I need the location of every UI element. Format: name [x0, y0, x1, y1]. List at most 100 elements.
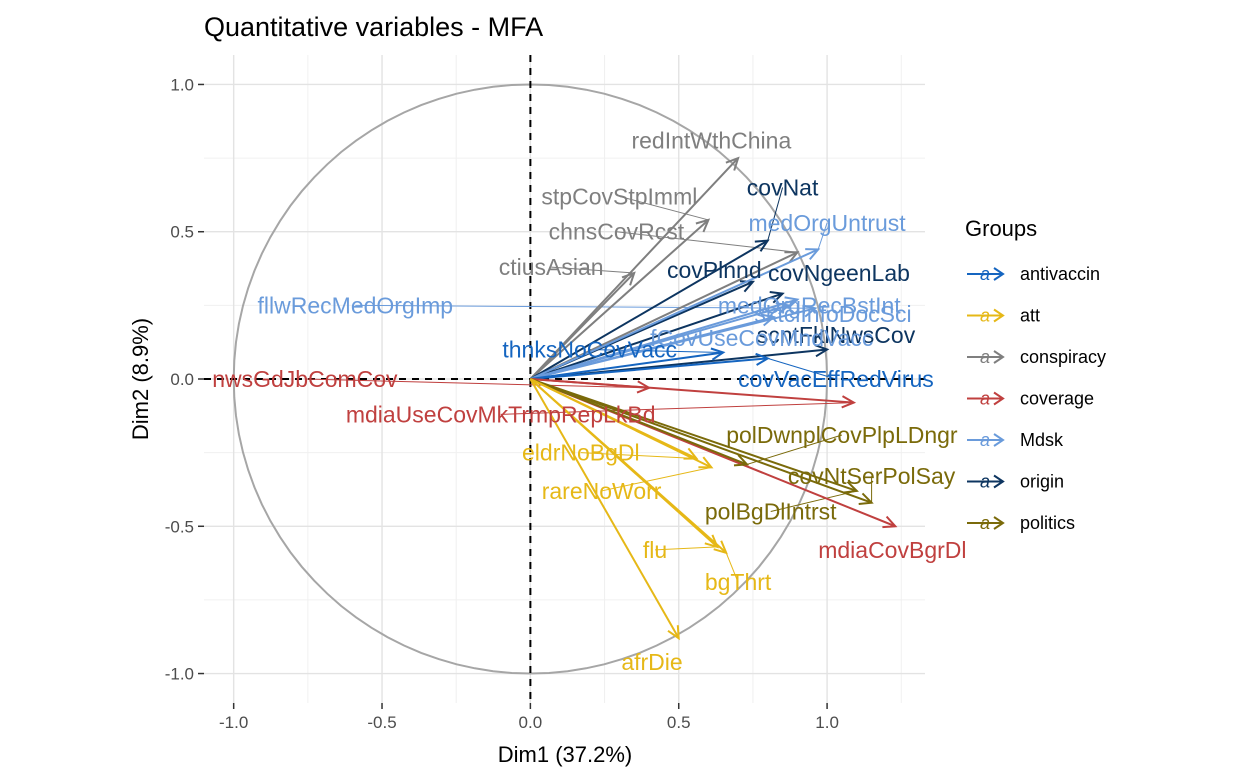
legend-label: politics	[1020, 513, 1075, 533]
variable-label-mdiaCovBgrDl: mdiaCovBgrDl	[818, 537, 966, 563]
x-axis-title: Dim1 (37.2%)	[498, 742, 632, 767]
legend-label: conspiracy	[1020, 347, 1106, 367]
legend-label: att	[1020, 306, 1040, 326]
y-tick-label: -0.5	[165, 517, 194, 536]
variable-label-covNat: covNat	[747, 175, 819, 201]
variable-label-eldrNoBgDl: eldrNoBgDl	[522, 440, 640, 466]
legend-item-conspiracy: a conspiracy	[967, 347, 1106, 367]
label-connector	[580, 452, 697, 460]
label-connector	[767, 357, 837, 380]
arrow-covVacEffRedVirus	[530, 352, 770, 380]
legend-key-arrowhead	[993, 391, 1005, 406]
legend-key-glyph: a	[980, 513, 990, 533]
variable-label-covPlnnd: covPlnnd	[667, 257, 762, 283]
legend-key-glyph: a	[980, 389, 990, 409]
variable-label-fllwRecMedOrgImp: fllwRecMedOrgImp	[258, 292, 454, 318]
label-connector	[767, 187, 784, 241]
variable-label-mdiaUseCovMkTrmpRepLkBd: mdiaUseCovMkTrmpRepLkBd	[346, 401, 656, 427]
label-connector	[654, 546, 718, 551]
arrow-bgThrt	[529, 378, 728, 555]
variable-label-thnksNoCovVacc: thnksNoCovVacc	[502, 337, 677, 363]
arrow-covNtSerPolSay	[530, 378, 874, 505]
label-connector	[601, 466, 712, 492]
variable-label-nwsGdJbComCov: nwsGdJbComCov	[212, 366, 398, 392]
y-tick-label: -1.0	[165, 665, 194, 684]
y-axis-title: Dim2 (8.9%)	[128, 318, 153, 440]
y-tick-label: 0.0	[170, 370, 194, 389]
legend-label: antivaccin	[1020, 264, 1100, 284]
label-connector	[817, 222, 828, 250]
legend-label: coverage	[1020, 389, 1094, 409]
legend-item-att: a att	[967, 306, 1040, 326]
legend-key-glyph: a	[980, 472, 990, 492]
variable-label-bgThrt: bgThrt	[705, 569, 772, 595]
x-tick-label: -0.5	[367, 713, 396, 732]
variable-label-scntFklNwsCov: scntFklNwsCov	[757, 322, 916, 348]
variable-label-covVacEffRedVirus: covVacEffRedVirus	[738, 366, 934, 392]
arrow-sktclInfoDocSci	[530, 302, 791, 380]
x-tick-label: 1.0	[815, 713, 839, 732]
legend-label: origin	[1020, 472, 1064, 492]
label-connector	[589, 349, 724, 353]
legend-item-politics: a politics	[967, 513, 1075, 533]
legend-label: Mdsk	[1020, 430, 1064, 450]
legend-key-arrowhead	[993, 433, 1005, 447]
x-tick-label: 0.5	[667, 713, 691, 732]
label-connector	[770, 490, 857, 513]
legend-key-glyph: a	[980, 306, 990, 326]
variable-label-ctiusAsian: ctiusAsian	[499, 254, 604, 280]
legend-key-glyph: a	[980, 347, 990, 367]
arrow-redIntWthChina	[529, 156, 740, 380]
arrow-covNgeenLab	[530, 291, 785, 380]
arrow-polDwnplCovPlpLDngr	[530, 378, 750, 467]
legend-item-antivaccin: a antivaccin	[967, 264, 1100, 284]
variable-label-covNgeenLab: covNgeenLab	[768, 260, 910, 286]
chart-title: Quantitative variables - MFA	[204, 12, 543, 42]
variable-label-medOrgUntrust: medOrgUntrust	[748, 210, 906, 236]
legend-key-glyph: a	[980, 264, 990, 284]
legend-key-arrowhead	[993, 516, 1005, 530]
arrow-medOrgUntrust	[529, 248, 821, 380]
variable-label-polDwnplCovPlpLDngr: polDwnplCovPlpLDngr	[726, 422, 958, 448]
arrow-covNat	[529, 239, 770, 380]
label-connector	[619, 195, 709, 221]
label-connector	[616, 231, 798, 253]
y-tick-label: 0.5	[170, 223, 194, 242]
arrow-afrDie	[529, 378, 680, 641]
arrow-thnksNoCovVacc	[530, 347, 726, 380]
variable-label-polBgDlIntrst: polBgDlIntrst	[705, 499, 837, 525]
legend: Groups a antivaccin a att a conspiracy a covera…	[965, 216, 1106, 533]
x-tick-label: -1.0	[219, 713, 248, 732]
arrow-ctiusAsian	[529, 271, 636, 380]
legend-key-arrowhead	[993, 350, 1005, 364]
variable-label-covNtSerPolSay: covNtSerPolSay	[788, 463, 956, 489]
variable-label-sktclInfoDocSci: sktclInfoDocSci	[754, 301, 911, 327]
legend-key-arrowhead	[993, 308, 1005, 323]
arrow-mdiaUseCovMkTrmpRepLkBd	[530, 378, 857, 409]
legend-title: Groups	[965, 216, 1037, 241]
variable-label-fCovUseCovMndVacc: fCovUseCovMndVacc	[650, 325, 873, 351]
plot-panel: redIntWthChina stpCovStpImml chnsCovRcst ct…	[165, 55, 966, 732]
legend-key-arrowhead	[993, 474, 1005, 489]
variable-label-medOrgRecBstInt: medOrgRecBstInt	[718, 292, 901, 318]
variable-label-rareNoWorr: rareNoWorr	[542, 478, 662, 504]
variable-label-flu: flu	[643, 537, 667, 563]
label-connector	[500, 402, 854, 415]
arrow-rareNoWorr	[529, 378, 714, 469]
y-tick-label: 1.0	[170, 75, 194, 94]
legend-key-glyph: a	[980, 430, 990, 450]
legend-item-origin: a origin	[967, 472, 1064, 492]
variable-label-stpCovStpImml: stpCovStpImml	[541, 183, 697, 209]
variable-label-redIntWthChina: redIntWthChina	[631, 127, 791, 153]
legend-item-mdsk: a Mdsk	[967, 430, 1064, 450]
arrow-stpCovStpImml	[529, 218, 711, 380]
label-connector	[551, 266, 635, 274]
legend-item-coverage: a coverage	[967, 389, 1094, 409]
arrow-fCovUseCovMndVacc	[530, 313, 776, 380]
label-connector	[304, 378, 650, 389]
variable-label-chnsCovRcst: chnsCovRcst	[549, 219, 685, 245]
arrow-polBgDlIntrst	[530, 378, 859, 494]
label-connector	[725, 552, 739, 583]
x-tick-label: 0.0	[519, 713, 543, 732]
